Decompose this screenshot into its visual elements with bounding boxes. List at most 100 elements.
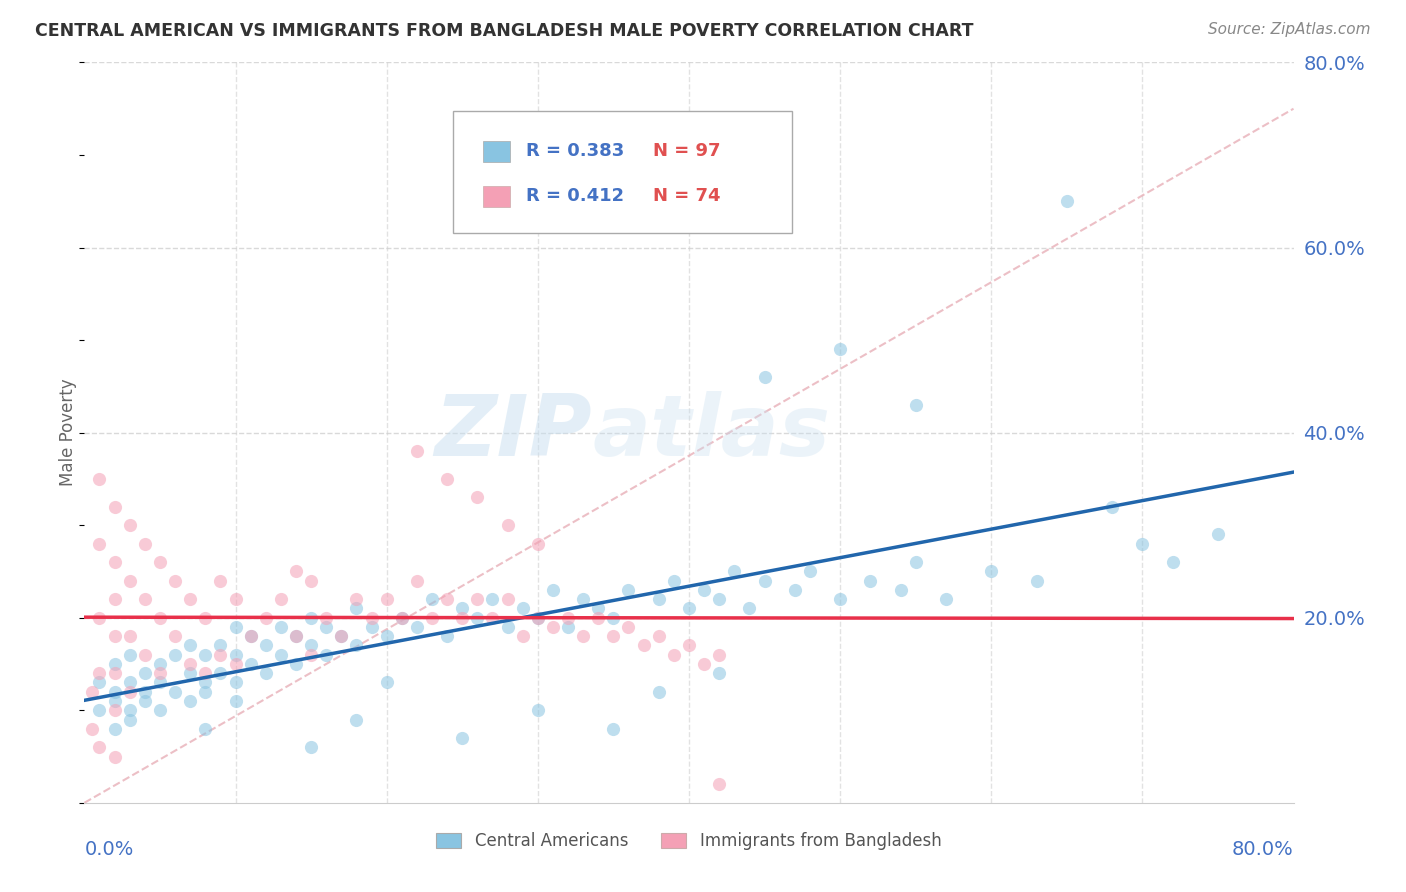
Point [602,610,624,624]
Point [754,574,776,588]
Point [859,574,882,588]
Point [134,694,156,708]
Point [783,582,806,597]
Point [1161,555,1184,569]
Point [149,703,172,717]
Text: Source: ZipAtlas.com: Source: ZipAtlas.com [1208,22,1371,37]
Text: CENTRAL AMERICAN VS IMMIGRANTS FROM BANGLADESH MALE POVERTY CORRELATION CHART: CENTRAL AMERICAN VS IMMIGRANTS FROM BANG… [35,22,973,40]
Point [285,629,308,643]
Point [360,610,382,624]
Point [572,592,595,607]
Point [299,648,322,662]
Point [209,639,232,653]
Point [709,648,731,662]
Point [104,555,127,569]
Point [89,536,111,550]
Point [451,731,474,745]
Point [239,629,262,643]
Point [285,657,308,671]
Text: R = 0.412: R = 0.412 [526,186,624,204]
Point [1025,574,1047,588]
Point [648,592,671,607]
Point [209,648,232,662]
Point [179,592,201,607]
Point [134,592,156,607]
Point [662,574,685,588]
Point [406,620,429,634]
Point [194,722,217,736]
Point [165,648,187,662]
Point [481,610,503,624]
Point [179,639,201,653]
Point [830,343,852,357]
Point [346,601,368,615]
Point [648,685,671,699]
Point [149,657,172,671]
Point [118,574,141,588]
Text: N = 97: N = 97 [652,143,720,161]
Point [541,582,564,597]
Point [118,518,141,533]
Point [375,675,398,690]
Point [89,666,111,681]
Point [830,592,852,607]
Point [406,444,429,458]
Point [980,565,1002,579]
Point [799,565,821,579]
Point [709,592,731,607]
Point [406,574,429,588]
Legend: Central Americans, Immigrants from Bangladesh: Central Americans, Immigrants from Bangl… [436,832,942,850]
Point [134,536,156,550]
Point [149,610,172,624]
Text: ZIP: ZIP [434,391,592,475]
Point [557,610,579,624]
Point [225,620,247,634]
Point [693,582,716,597]
Point [285,629,308,643]
FancyBboxPatch shape [484,186,510,207]
Point [738,601,761,615]
Point [225,694,247,708]
Point [209,574,232,588]
Point [270,620,292,634]
Point [1206,527,1229,541]
Text: 80.0%: 80.0% [1232,840,1294,859]
Point [541,620,564,634]
Point [89,703,111,717]
Point [754,370,776,384]
Point [1056,194,1078,209]
Point [360,620,382,634]
Point [225,592,247,607]
Point [391,610,413,624]
Point [134,666,156,681]
Point [225,657,247,671]
Point [346,713,368,727]
Point [299,610,322,624]
Point [134,648,156,662]
Point [225,675,247,690]
Point [89,740,111,755]
Point [633,639,655,653]
Point [134,685,156,699]
Point [118,629,141,643]
Text: R = 0.383: R = 0.383 [526,143,624,161]
Point [588,610,610,624]
Point [194,666,217,681]
Point [512,601,534,615]
Point [330,629,353,643]
Point [225,648,247,662]
Point [254,639,277,653]
Point [451,610,474,624]
Point [104,657,127,671]
Point [104,694,127,708]
Point [315,610,337,624]
Point [709,666,731,681]
Point [104,500,127,514]
Point [80,685,103,699]
Point [165,574,187,588]
Point [194,675,217,690]
Point [209,666,232,681]
Point [346,592,368,607]
Point [602,722,624,736]
Point [391,610,413,624]
